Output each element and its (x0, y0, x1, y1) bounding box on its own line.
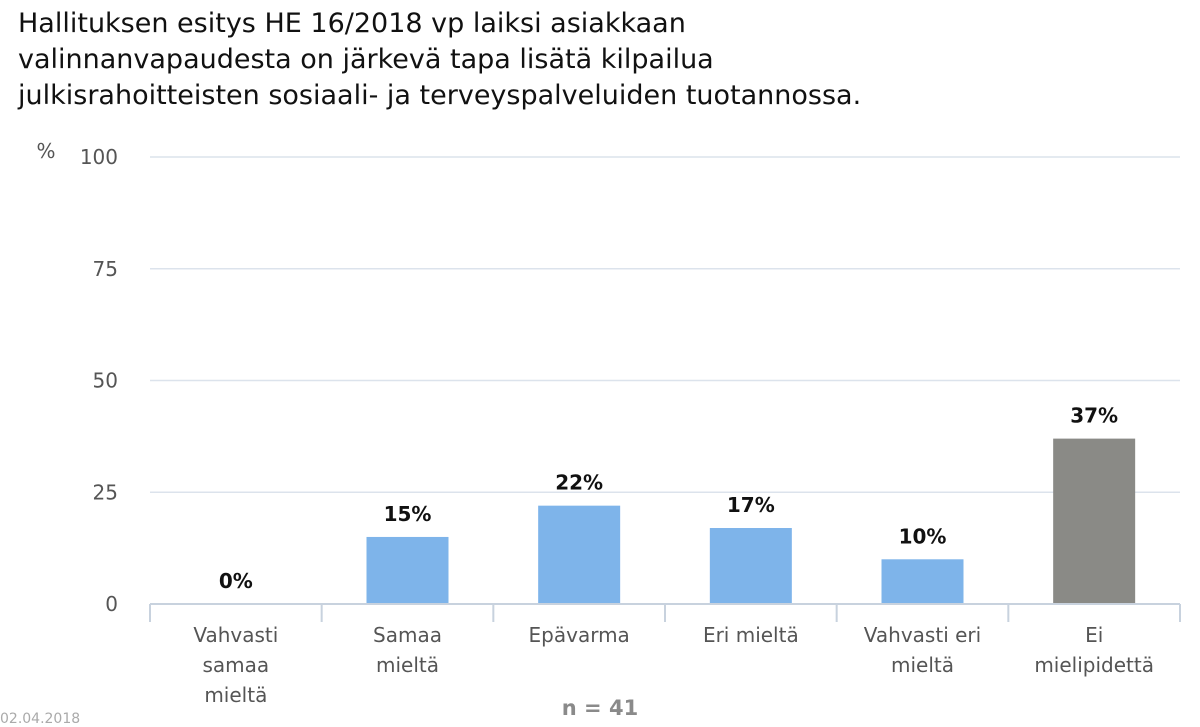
x-tick-label-line: mieltä (891, 653, 954, 677)
value-label: 17% (727, 493, 775, 517)
value-label: 22% (555, 471, 603, 495)
bars (366, 438, 1136, 604)
chart-title-line-2: valinnanvapaudesta on järkevä tapa lisät… (18, 44, 714, 75)
chart-title-line-3: julkisrahoitteisten sosiaali- ja terveys… (18, 80, 862, 111)
x-tick-label: Ei mielipidettä (1034, 623, 1154, 677)
chart-title: Hallituksen esitys HE 16/2018 vp laiksi … (18, 6, 1178, 114)
x-tick-label-line: Vahvasti eri (864, 623, 981, 647)
x-tick-label-line: Eri mieltä (703, 623, 799, 647)
x-tick-label-line: Samaa (373, 623, 442, 647)
y-tick-label: 0 (105, 592, 118, 616)
bar (881, 559, 964, 604)
x-tick-label-line: samaa (202, 653, 269, 677)
bar (1053, 438, 1136, 604)
y-axis-unit-label: % (36, 139, 55, 163)
y-tick-label: 100 (80, 145, 118, 169)
x-tick-label-line: mielipidettä (1034, 653, 1154, 677)
bar (709, 528, 792, 604)
value-label: 15% (384, 502, 432, 526)
y-tick-label: 25 (93, 480, 118, 504)
value-label: 10% (899, 524, 947, 548)
x-axis-labels: Vahvasti samaa mieltä Samaa mieltä Epävarma Er… (193, 623, 1154, 707)
x-tick-label-line: Vahvasti (193, 623, 278, 647)
y-tick-label: 50 (93, 369, 118, 393)
x-tick-label: Eri mieltä (703, 623, 799, 647)
value-labels: 0% 15% 22% 17% 10% 37% (219, 404, 1118, 593)
x-tick-label-line: Ei (1085, 623, 1103, 647)
value-label: 37% (1070, 404, 1118, 428)
x-tick-label: Vahvasti eri mieltä (864, 623, 981, 677)
x-tick-label-line: mieltä (204, 683, 267, 707)
sample-size-label: n = 41 (561, 696, 639, 720)
value-label: 0% (219, 569, 253, 593)
bar (366, 536, 449, 604)
x-axis (149, 603, 1181, 622)
y-tick-label: 75 (93, 257, 118, 281)
gridlines (150, 156, 1180, 493)
y-axis-ticks: 0 25 50 75 100 (80, 145, 118, 616)
date-stub: 02.04.2018 (0, 711, 81, 727)
x-tick-label: Samaa mieltä (373, 623, 442, 677)
x-tick-label-line: mieltä (376, 653, 439, 677)
x-tick-label: Epävarma (529, 623, 630, 647)
chart-title-line-1: Hallituksen esitys HE 16/2018 vp laiksi … (18, 8, 686, 39)
bar (538, 505, 621, 604)
x-tick-label: Vahvasti samaa mieltä (193, 623, 278, 707)
x-tick-label-line: Epävarma (529, 623, 630, 647)
